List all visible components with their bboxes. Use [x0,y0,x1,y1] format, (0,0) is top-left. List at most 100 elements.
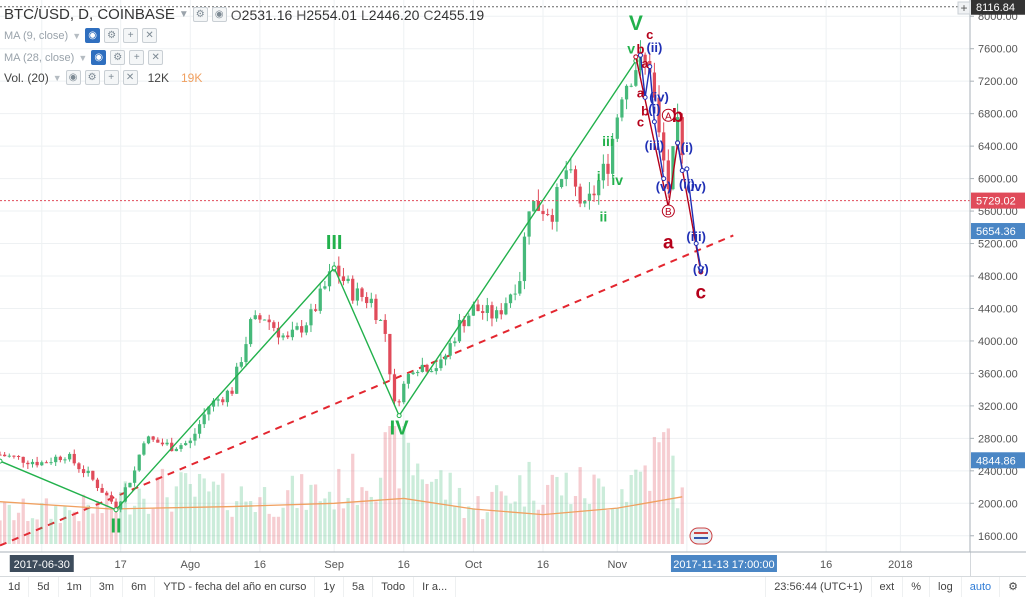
volume-bar [184,473,188,544]
wave-point [113,507,119,513]
wave-label: (i) [681,140,693,155]
crosshair-date-box [670,555,777,572]
add-icon[interactable]: + [123,28,139,43]
candle-body [151,436,155,440]
candle-body [290,329,295,338]
bottom-toolbar: 1d 5d 1m 3m 6m YTD - fecha del año en cu… [0,576,1026,597]
volume-bar [207,491,211,544]
candle-body [123,487,127,502]
volume-label[interactable]: Vol. (20) [4,70,49,85]
range-1y[interactable]: 1y [315,577,345,597]
settings-icon[interactable]: ⚙ [104,28,120,43]
settings-icon[interactable]: ⚙ [110,50,126,65]
volume-bar [309,484,313,544]
wave-label: c [646,27,653,42]
candle-body [272,322,276,328]
symbol-title[interactable]: BTC/USD, D, COINBASE [4,6,175,23]
volume-bar [439,470,443,544]
range-ytd[interactable]: YTD - fecha del año en curso [155,577,316,597]
wave-label: b [672,106,684,127]
range-1d[interactable]: 1d [0,577,30,597]
candle-body [295,326,299,330]
candle-body [620,99,624,118]
settings-icon[interactable]: ⚙ [84,70,100,85]
range-3m[interactable]: 3m [91,577,124,597]
volume-bar [476,496,480,544]
wave-point [698,265,704,271]
volume-bar [160,468,165,544]
volume-bar [615,508,619,544]
volume-bar [365,490,369,544]
gear-icon[interactable]: ⚙ [999,577,1026,597]
price-chart[interactable]: VIIIIVIIiiiiviiivbacbcaabc(ii)(iv)(i)(ii… [0,0,1026,576]
candle-body [262,319,267,321]
price-label-text: 4844.86 [976,455,1016,467]
candle-body [374,298,378,321]
candle-body [0,454,2,456]
volume-bar [211,481,216,544]
volume-bar [216,484,220,544]
wave-label: i [597,168,601,184]
wave-point [693,241,699,247]
price-tick-label: 2400.00 [978,466,1018,478]
candle-body [360,288,364,297]
range-1m[interactable]: 1m [59,577,91,597]
range-all[interactable]: Todo [373,577,415,597]
toggle-percent[interactable]: % [902,577,929,597]
add-icon[interactable]: + [103,70,119,85]
volume-bar [267,513,271,544]
range-5d[interactable]: 5d [29,577,59,597]
candle-body [77,463,81,470]
chevron-down-icon[interactable]: ▼ [178,9,189,20]
candle-body [16,455,21,457]
candle-body [443,355,448,360]
toggle-log[interactable]: log [929,577,961,597]
eye-icon[interactable]: ◉ [91,50,107,65]
volume-bar [536,509,540,544]
volume-bar [272,516,276,544]
chevron-down-icon[interactable]: ▼ [52,72,62,83]
candle-body [230,390,234,394]
volume-bar [202,478,206,544]
volume-bar [170,511,174,544]
close-icon[interactable]: ✕ [148,50,164,65]
volume-bar [499,491,503,544]
volume-bar [95,501,100,544]
range-5y[interactable]: 5a [344,577,374,597]
chevron-down-icon[interactable]: ▼ [72,30,82,41]
ma9-label[interactable]: MA (9, close) [4,29,69,42]
price-label-box [971,452,1025,469]
eye-icon[interactable]: ◉ [85,28,101,43]
add-icon[interactable]: + [129,50,145,65]
settings-icon[interactable]: ⚙ [192,7,208,22]
volume-bar [54,506,58,544]
close-icon[interactable]: ✕ [122,70,138,85]
clock: 23:56:44 (UTC+1) [765,577,870,597]
candle-body [91,470,95,480]
chevron-down-icon[interactable]: ▼ [78,52,88,63]
wave-label: (ii) [646,40,662,55]
range-6m[interactable]: 6m [123,577,156,597]
goto-date[interactable]: Ir a... [414,577,457,597]
candle-body [170,442,174,452]
time-axis[interactable]: 2017-06-3017Ago16Sep16Oct16Nov1616201820… [0,551,1026,576]
volume-bar [522,506,527,544]
svg-text:+: + [960,1,967,15]
wave-point [0,458,3,464]
volume-bar [341,508,346,544]
price-axis[interactable]: 8000.007600.007200.006800.006400.006000.… [969,0,1026,576]
candle-body [587,193,592,201]
axis-plus-button[interactable]: + [957,1,971,15]
volume-bar [541,504,545,544]
candle-body [541,210,545,215]
toggle-ext[interactable]: ext [870,577,903,597]
candle-body [156,439,160,443]
candle-body [592,193,596,196]
eye-icon[interactable]: ◉ [65,70,81,85]
eye-icon[interactable]: ◉ [211,7,227,22]
ma28-label[interactable]: MA (28, close) [4,51,75,64]
close-icon[interactable]: ✕ [142,28,158,43]
volume-bar [360,487,364,544]
toggle-auto[interactable]: auto [960,577,999,597]
volume-bar [420,479,424,544]
